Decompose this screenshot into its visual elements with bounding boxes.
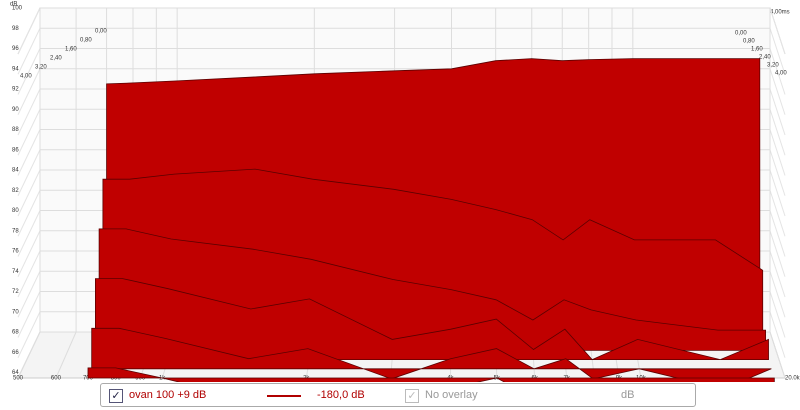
grid-line: [17, 311, 41, 358]
x-tick-label: 700: [83, 376, 94, 382]
grid-line: [769, 149, 786, 196]
grid-line: [769, 28, 786, 75]
y-tick-label: 84: [12, 168, 19, 174]
z-tick-label: 2,40: [759, 55, 771, 61]
grid-line: [769, 271, 786, 318]
y-tick-label: 74: [12, 269, 19, 275]
z-tick-label: 3,20: [35, 65, 47, 71]
grid-line: [769, 109, 786, 156]
grid-line: [17, 190, 41, 237]
y-tick-label: 94: [12, 66, 19, 72]
x-tick-label: 900: [135, 376, 146, 382]
grid-line: [17, 7, 41, 55]
y-tick-label: 76: [12, 249, 19, 255]
grid-line: [769, 210, 786, 257]
grid-line: [17, 129, 41, 176]
x-tick-label: 800: [111, 376, 122, 382]
grid-line: [769, 230, 786, 277]
grid-line: [55, 331, 77, 379]
grid-line: [769, 291, 786, 338]
waterfall-slice: [91, 327, 772, 382]
z-tick-label: 3,20: [767, 63, 779, 69]
y-tick-label: 72: [12, 289, 19, 295]
grid-line: [17, 68, 41, 115]
legend-bar: ✓ ovan 100 +9 dB -180,0 dB ✓ No overlay …: [100, 383, 696, 407]
grid-line: [17, 88, 41, 136]
grid-line: [769, 129, 786, 176]
legend-level: -180,0 dB: [317, 389, 365, 401]
grid-line: [769, 169, 786, 217]
y-tick-label: 78: [12, 228, 19, 234]
grid-line: [17, 271, 41, 318]
x-tick-label: 500: [13, 376, 24, 382]
y-tick-label: 68: [12, 330, 19, 336]
y-tick-label: 88: [12, 127, 19, 133]
legend-name: ovan 100 +9 dB: [129, 389, 207, 401]
grid-line: [17, 331, 41, 379]
z-tick-label: 0,00: [735, 31, 747, 37]
z-tick-label: 2,40: [50, 56, 62, 62]
z-tick-label: 0,80: [743, 39, 755, 45]
checkbox[interactable]: ✓: [109, 389, 123, 403]
grid-line: [17, 230, 41, 277]
x-tick-label: 600: [51, 376, 62, 382]
grid-line: [769, 7, 786, 55]
grid-line: [769, 48, 786, 95]
grid-line: [17, 250, 41, 298]
y-tick-label: 82: [12, 188, 19, 194]
x-tick-label: 20.0k Hz: [785, 376, 800, 382]
z-tick-label: 4,00: [775, 71, 787, 77]
grid-line: [769, 331, 786, 379]
z-tick-label: 4,00: [20, 74, 32, 80]
z-tick-label: 1,60: [65, 47, 77, 53]
y-tick-label: 96: [12, 46, 19, 52]
x-tick-label: 1k: [159, 376, 166, 382]
overlay-unit: dB: [621, 389, 635, 401]
y-tick-label: 92: [12, 87, 19, 93]
grid-line: [17, 28, 41, 75]
overlay-label: No overlay: [425, 389, 478, 401]
y-tick-label: 70: [12, 309, 19, 315]
y-axis-label: dB: [10, 2, 17, 8]
grid-line: [769, 311, 786, 358]
chart: dB 4,00ms 64 66 68 70 72 74 76 78 80 82 84 86 88 90 92…: [10, 2, 800, 382]
y-tick-label: 86: [12, 147, 19, 153]
checkbox[interactable]: ✓: [405, 389, 419, 403]
grid-line: [17, 109, 41, 156]
z-axis-label: 4,00ms: [770, 10, 790, 16]
waterfall-slice: [94, 278, 769, 361]
grid-line: [17, 169, 41, 217]
grid-line: [17, 48, 41, 95]
grid-line: [769, 88, 786, 136]
y-tick-label: 90: [12, 107, 19, 113]
grid-line: [769, 68, 786, 115]
legend-line: [267, 395, 301, 397]
grid-line: [769, 250, 786, 298]
grid-line: [769, 190, 786, 237]
waterfall-slice: [87, 367, 775, 382]
grid-line: [17, 210, 41, 257]
y-tick-label: 66: [12, 350, 19, 356]
grid-line: [17, 291, 41, 338]
y-tick-label: 64: [12, 370, 19, 376]
y-tick-label: 80: [12, 208, 19, 214]
z-tick-label: 0,80: [80, 38, 92, 44]
y-tick-label: 100: [12, 6, 23, 12]
z-tick-label: 1,60: [751, 47, 763, 53]
z-tick-label: 0,00: [95, 29, 107, 35]
grid-line: [17, 149, 41, 196]
y-tick-label: 98: [12, 26, 19, 32]
